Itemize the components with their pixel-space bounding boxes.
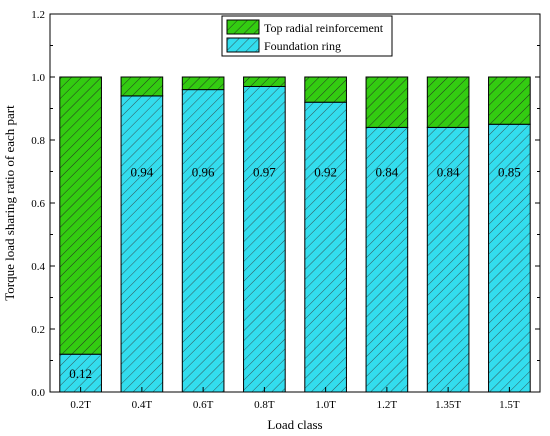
bar-segment-top-radial-reinforcement	[59, 76, 102, 355]
y-tick-label: 0.6	[31, 198, 45, 210]
data-label: 0.12	[69, 366, 92, 381]
y-tick-label: 0.0	[31, 387, 45, 399]
bar-segment-top-radial-reinforcement	[181, 76, 225, 91]
y-tick-label: 0.4	[31, 261, 45, 273]
x-tick-label: 1.35T	[435, 399, 461, 411]
x-axis: 0.2T 0.4T 0.6T 0.8T 1.0T 1.2T 1.35T 1.5T	[70, 387, 520, 411]
legend-label-foundation-ring: Foundation ring	[264, 39, 341, 53]
bar-segment-top-radial-reinforcement	[304, 76, 347, 103]
x-tick-label: 1.0T	[315, 399, 336, 411]
bar-segment-top-radial-reinforcement	[365, 76, 409, 128]
bar-segment-foundation-ring	[243, 85, 286, 393]
bar-segment-foundation-ring	[181, 89, 225, 393]
bar-segment-top-radial-reinforcement	[426, 76, 470, 128]
data-label: 0.94	[131, 165, 154, 180]
data-label: 0.84	[437, 165, 460, 180]
x-tick-label: 0.6T	[193, 399, 214, 411]
legend: Top radial reinforcement Foundation ring	[221, 15, 393, 57]
legend-swatch-top-radial-reinforcement	[226, 19, 260, 35]
bar-segment-top-radial-reinforcement	[243, 76, 286, 87]
x-axis-title: Load class	[267, 417, 322, 432]
x-tick-label: 0.8T	[254, 399, 275, 411]
bar-segment-foundation-ring	[365, 126, 409, 393]
legend-swatch-foundation-ring	[226, 37, 260, 53]
bar-segment-top-radial-reinforcement	[120, 76, 164, 97]
bars-group: 0.12 0.94 0.96 0.97 0.92 0.84 0.84 0.85	[59, 76, 531, 393]
data-label: 0.97	[253, 165, 276, 180]
data-label: 0.92	[314, 165, 337, 180]
bar-segment-foundation-ring	[488, 123, 531, 393]
y-tick-label: 1.0	[31, 72, 45, 84]
legend-label-top-radial-reinforcement: Top radial reinforcement	[264, 21, 384, 35]
bar-segment-top-radial-reinforcement	[488, 76, 531, 125]
x-tick-label: 1.2T	[377, 399, 398, 411]
bar-segment-foundation-ring	[120, 95, 164, 393]
x-tick-label: 1.5T	[499, 399, 520, 411]
y-tick-label: 0.8	[31, 135, 45, 147]
x-tick-label: 0.4T	[132, 399, 153, 411]
data-label: 0.85	[498, 165, 521, 180]
y-tick-label: 1.2	[31, 9, 45, 21]
y-tick-label: 0.2	[31, 324, 45, 336]
y-axis-title: Torque load sharing ratio of each part	[2, 105, 17, 301]
y-axis: 0.0 0.2 0.4 0.6 0.8 1.0 1.2	[31, 9, 540, 399]
data-label: 0.84	[376, 165, 399, 180]
x-tick-label: 0.2T	[70, 399, 91, 411]
bar-segment-foundation-ring	[304, 101, 347, 393]
data-label: 0.96	[192, 165, 215, 180]
